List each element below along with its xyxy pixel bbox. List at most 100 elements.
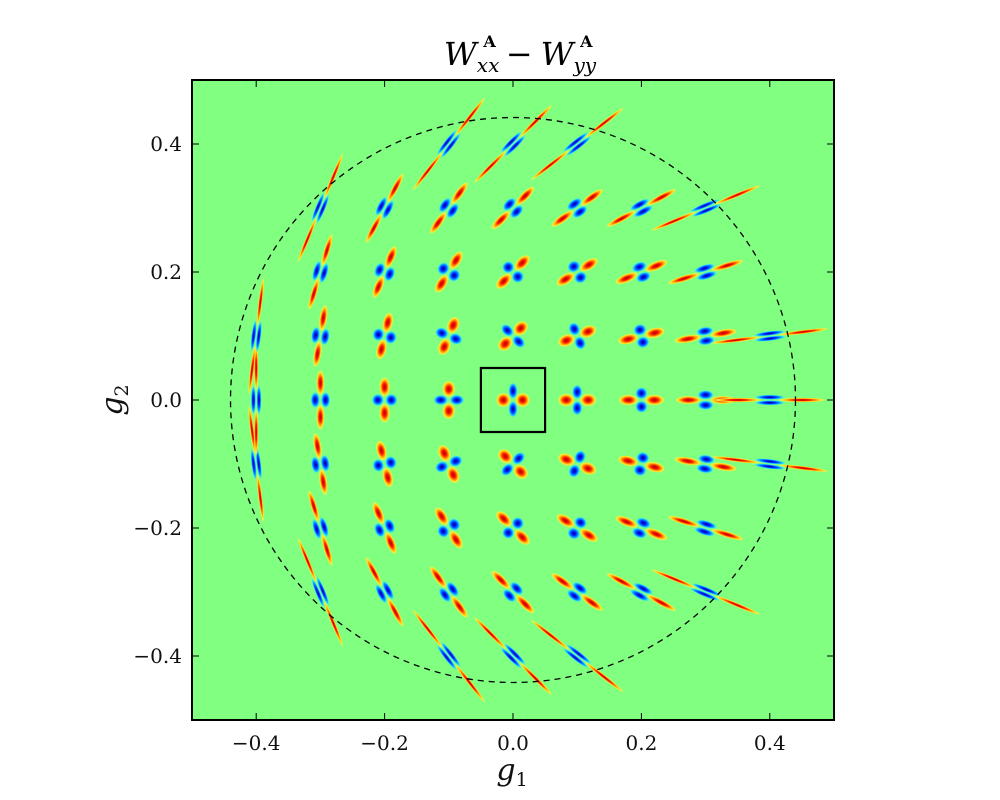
negative-lobe — [631, 527, 647, 539]
positive-lobe — [495, 510, 513, 528]
positive-lobe — [446, 316, 461, 335]
negative-lobe — [436, 644, 458, 671]
negative-lobe — [696, 326, 714, 336]
positive-lobe — [512, 463, 529, 480]
lobe-cluster — [429, 565, 469, 619]
negative-lobe — [633, 323, 647, 336]
negative-lobe — [316, 575, 330, 607]
negative-lobe — [438, 197, 452, 213]
negative-lobe — [449, 333, 463, 345]
lobe-cluster — [250, 342, 262, 458]
negative-lobe — [449, 394, 465, 406]
positive-lobe — [557, 333, 576, 348]
lobe-cluster — [429, 181, 469, 235]
x-axis-label-sub: 1 — [516, 769, 528, 791]
negative-lobe — [435, 327, 449, 339]
lobe-cluster — [495, 510, 531, 546]
negative-lobe — [574, 516, 588, 529]
negative-lobe — [691, 582, 722, 597]
negative-lobe — [440, 132, 462, 159]
title-sup-2: A — [579, 32, 593, 51]
negative-lobe — [636, 271, 651, 283]
lobe-cluster — [649, 184, 763, 232]
positive-lobe — [316, 403, 325, 431]
negative-lobe — [574, 271, 588, 284]
lobe-cluster — [435, 316, 463, 356]
negative-lobe — [631, 261, 647, 273]
negative-lobe — [635, 400, 648, 414]
negative-lobe — [567, 527, 581, 540]
lobe-cluster — [296, 151, 345, 265]
positive-lobe — [248, 343, 256, 397]
positive-lobe — [497, 448, 514, 465]
negative-lobe — [753, 463, 786, 470]
positive-lobe — [307, 488, 320, 524]
positive-lobe — [673, 456, 702, 466]
positive-lobe — [453, 661, 487, 705]
positive-lobe — [517, 660, 554, 697]
title-minus: − — [506, 35, 533, 73]
negative-lobe — [438, 587, 452, 603]
lobe-cluster — [617, 323, 666, 349]
negative-lobe — [636, 451, 650, 464]
negative-lobe — [320, 328, 330, 346]
negative-lobe — [250, 447, 257, 481]
negative-lobe — [571, 384, 583, 400]
negative-lobe — [693, 263, 716, 273]
negative-lobe — [440, 641, 462, 668]
title-main-2: W — [541, 35, 577, 73]
negative-lobe — [435, 461, 449, 473]
negative-lobe — [499, 646, 523, 670]
positive-lobe — [666, 272, 702, 285]
lobe-cluster — [248, 275, 265, 397]
positive-lobe — [371, 501, 385, 526]
negative-lobe — [562, 647, 589, 669]
negative-lobe — [572, 205, 588, 219]
negative-lobe — [508, 400, 518, 418]
x-tick-label: 0.2 — [625, 731, 657, 755]
negative-lobe — [310, 456, 321, 474]
lobe-cluster — [433, 380, 465, 420]
positive-lobe — [709, 336, 763, 345]
positive-lobe — [256, 471, 265, 525]
positive-lobe — [371, 274, 385, 299]
positive-lobe — [666, 515, 702, 528]
positive-lobe — [495, 392, 511, 408]
y-tick-label: 0.0 — [150, 388, 182, 412]
negative-lobe — [255, 447, 262, 481]
negative-lobe — [696, 271, 718, 281]
title-sub-2: yy — [572, 53, 596, 77]
lobe-cluster — [364, 172, 405, 244]
positive-lobe — [776, 327, 831, 336]
negative-lobe — [689, 587, 720, 602]
positive-lobe — [555, 513, 576, 529]
lobe-cluster — [649, 568, 763, 616]
positive-lobe — [446, 465, 461, 484]
title-sub-1: xx — [477, 53, 500, 77]
positive-lobe — [579, 393, 597, 407]
highlight-box — [479, 366, 547, 434]
positive-lobe — [579, 527, 599, 543]
lobe-cluster — [495, 254, 531, 290]
negative-lobe — [565, 643, 592, 665]
positive-lobe — [614, 515, 639, 529]
positive-lobe — [712, 184, 763, 206]
negative-lobe — [508, 382, 518, 400]
lobe-cluster — [709, 327, 831, 345]
negative-lobe — [512, 451, 526, 465]
positive-lobe — [580, 188, 604, 207]
lobe-cluster — [307, 232, 334, 312]
positive-lobe — [605, 572, 638, 591]
positive-lobe — [384, 530, 398, 555]
positive-lobe — [649, 568, 700, 590]
positive-lobe — [557, 452, 576, 467]
negative-lobe — [501, 526, 515, 540]
positive-lobe — [434, 506, 449, 526]
negative-lobe — [384, 455, 397, 470]
negative-lobe — [511, 516, 525, 530]
negative-lobe — [753, 458, 787, 465]
positive-lobe — [644, 527, 669, 541]
negative-lobe — [384, 518, 396, 534]
negative-lobe — [250, 319, 257, 353]
positive-lobe — [364, 212, 383, 244]
